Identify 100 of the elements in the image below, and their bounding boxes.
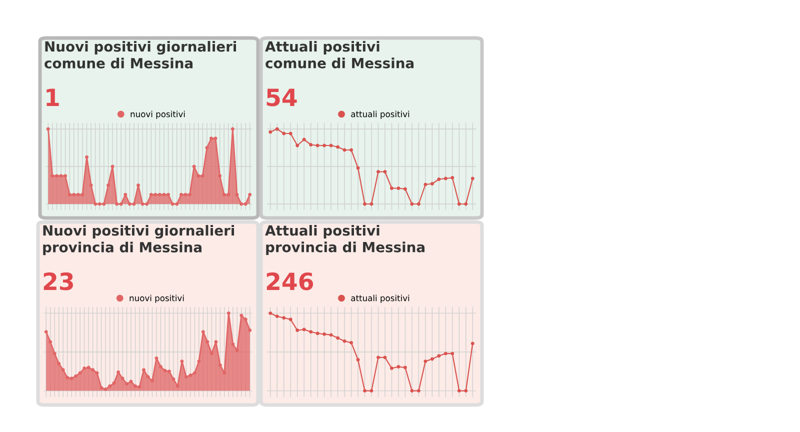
point [154,192,158,196]
point [302,138,306,142]
point [390,366,394,370]
point [370,202,374,206]
point [129,380,133,384]
point [44,330,48,334]
point [444,176,448,180]
point [46,127,50,131]
point [146,375,150,379]
point [430,182,434,186]
point [149,192,153,196]
point [184,192,188,196]
point [110,164,114,168]
point [159,365,162,368]
point [244,318,248,322]
point [424,360,428,364]
legend-label: attuali positivi [351,110,410,119]
point [410,389,414,393]
point [288,318,292,322]
point [222,192,226,196]
point [322,144,326,148]
point [316,332,320,336]
point [470,176,474,180]
point [140,202,144,206]
point [85,155,89,159]
point [115,202,119,206]
point [104,388,108,391]
point [437,354,441,358]
point [172,377,176,381]
point [403,187,407,191]
point [201,330,205,334]
point [154,356,158,360]
point [231,342,235,346]
point [188,374,192,378]
point [282,132,286,136]
point [416,389,420,393]
point [59,174,63,178]
point [64,174,68,178]
point [136,184,140,187]
point [57,362,61,366]
point [120,376,124,380]
chart-subtitle: 54 [266,88,297,106]
point [95,371,99,375]
point [336,336,340,340]
point [200,174,204,178]
point [430,357,434,361]
point [94,202,98,206]
point [350,148,354,152]
point [91,368,95,372]
point [424,182,428,186]
chart-title: Attuali positivi provincia di Messina [265,225,424,256]
point [176,384,180,388]
legend-label: nuovi positivi [130,294,184,303]
point [170,202,174,206]
point [464,389,468,393]
point [235,192,239,196]
point [98,202,102,206]
point [309,330,313,334]
point [396,186,400,190]
point [240,202,244,206]
point [192,164,196,168]
point [244,202,248,206]
point [116,370,120,374]
point [342,148,346,152]
point [66,376,70,380]
point [275,127,279,131]
point [268,311,272,315]
point [134,384,137,388]
point [464,202,468,206]
point [184,375,188,379]
point [61,368,65,372]
point [342,339,346,343]
point [450,176,454,180]
point [363,202,366,206]
point [54,174,58,178]
point [80,192,84,196]
chart-title: Nuovi positivi giornalieri comune di Messina [44,41,236,68]
point [150,378,154,382]
chart-subtitle: 1 [46,88,59,106]
point [163,368,167,372]
point [86,366,90,370]
point [218,174,222,178]
point [124,192,128,196]
point [457,389,461,393]
chart-title: Attuali positivi comune di Messina [265,41,414,68]
point [214,340,218,344]
point [450,352,454,356]
point [145,202,149,206]
point [444,352,448,356]
point [457,202,461,206]
point [76,192,80,196]
point [363,389,366,393]
point [125,382,129,386]
point [209,136,213,140]
point [205,146,209,150]
point [296,328,300,332]
point [416,202,420,206]
point [350,340,354,344]
point [78,371,82,375]
point [218,363,222,367]
